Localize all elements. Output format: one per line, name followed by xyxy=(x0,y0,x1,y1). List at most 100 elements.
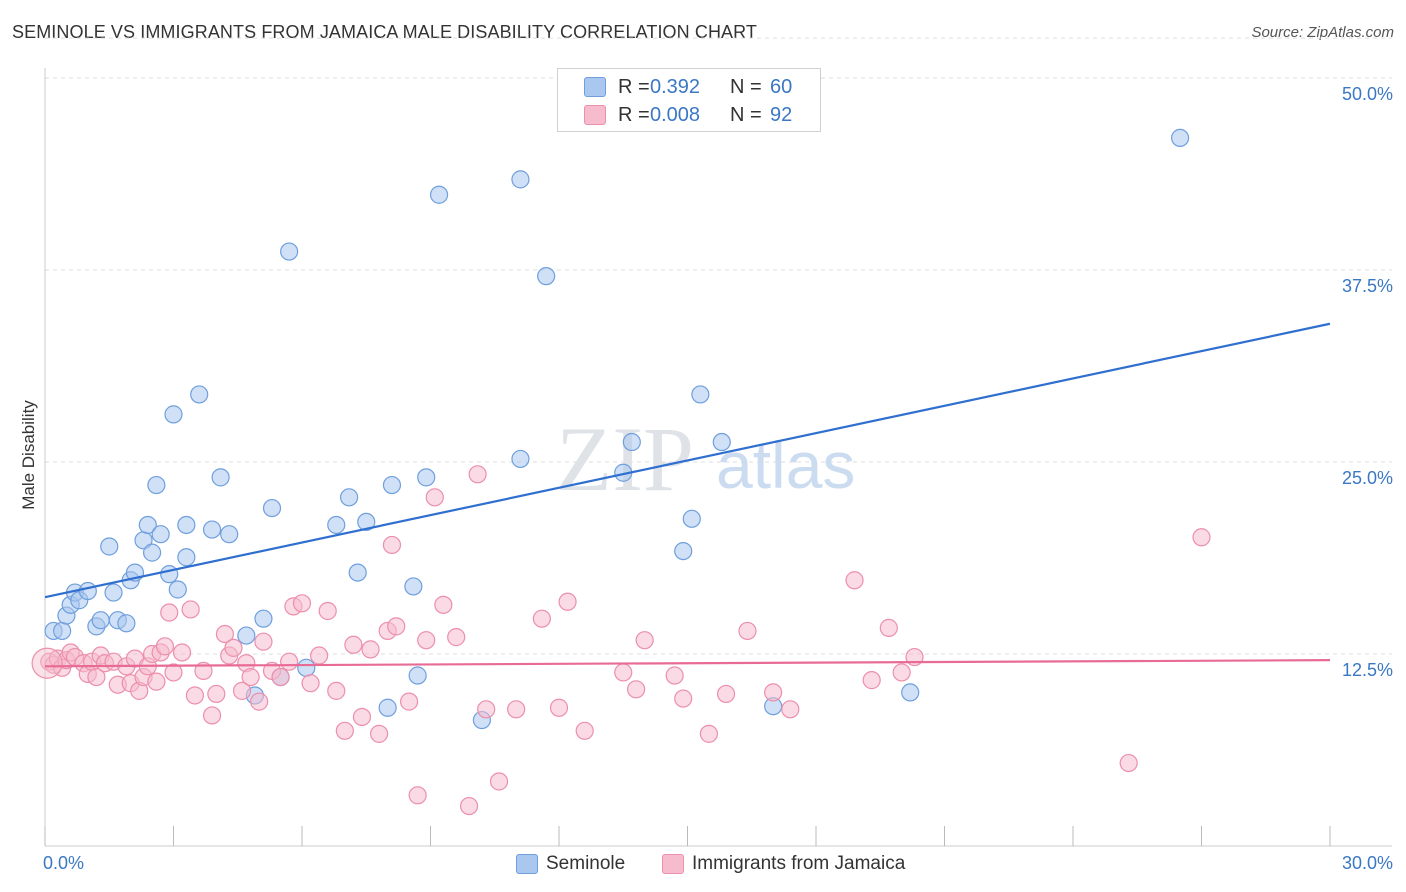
jamaica-point xyxy=(507,700,526,719)
seminole-point xyxy=(327,515,346,535)
legend-n-value: 60 xyxy=(770,76,793,98)
jamaica-point xyxy=(232,681,252,700)
seminole-point xyxy=(177,515,196,535)
seminole-point xyxy=(511,449,530,469)
seminole-point xyxy=(340,488,359,507)
seminole-point xyxy=(682,509,701,528)
seminole-point xyxy=(537,267,556,286)
legend-n-label: N = xyxy=(730,104,762,126)
jamaica-point xyxy=(344,635,363,654)
seminole-point xyxy=(378,698,397,717)
seminole-point xyxy=(211,468,230,487)
jamaica-point xyxy=(164,663,183,682)
jamaica-point xyxy=(614,663,633,682)
jamaica-point xyxy=(468,465,487,484)
seminole-point xyxy=(674,541,693,561)
jamaica-point xyxy=(382,535,402,555)
legend-n-label: N = xyxy=(730,76,762,98)
y-tick-label: 37.5% xyxy=(1342,276,1393,296)
jamaica-point xyxy=(250,692,269,711)
seminole-point xyxy=(511,170,530,189)
jamaica-point xyxy=(292,594,312,613)
jamaica-point xyxy=(549,698,569,717)
seminole-point xyxy=(712,432,731,452)
jamaica-point xyxy=(674,689,693,708)
seminole-point xyxy=(151,525,170,544)
jamaica-point xyxy=(575,721,594,740)
seminole-point xyxy=(237,626,256,645)
jamaica-point xyxy=(202,706,222,725)
legend-label-jamaica: Immigrants from Jamaica xyxy=(692,853,906,874)
source-credit: Source: ZipAtlas.com xyxy=(1251,24,1394,41)
x-tick-label: 30.0% xyxy=(1342,853,1393,873)
x-tick-label: 0.0% xyxy=(43,853,84,873)
seminole-point xyxy=(104,583,123,602)
jamaica-point xyxy=(738,621,757,641)
jamaica-point xyxy=(310,646,329,665)
x-tick-labels: 0.0% 30.0% xyxy=(43,853,1393,873)
jamaica-point xyxy=(665,666,684,685)
seminole-point xyxy=(164,405,183,424)
seminole-point xyxy=(117,614,136,633)
seminole-point xyxy=(138,515,157,535)
y-tick-label: 50.0% xyxy=(1342,84,1393,104)
jamaica-point xyxy=(408,786,427,805)
seminole-point xyxy=(417,468,436,487)
legend-r-label: R = xyxy=(618,76,650,98)
legend-swatch-jamaica xyxy=(584,105,606,125)
seminole-point xyxy=(404,577,423,596)
seminole-point xyxy=(53,621,72,641)
jamaica-point xyxy=(280,652,299,671)
jamaica-point xyxy=(1119,753,1138,773)
jamaica-point xyxy=(892,663,911,682)
seminole-point xyxy=(220,525,239,544)
jamaica-point xyxy=(271,667,290,687)
jamaica-trend-line xyxy=(44,659,1331,668)
chart-title: SEMINOLE VS IMMIGRANTS FROM JAMAICA MALE… xyxy=(12,22,758,42)
jamaica-point xyxy=(417,631,436,650)
jamaica-point xyxy=(160,603,179,622)
jamaica-point xyxy=(155,637,175,656)
seminole-point xyxy=(382,475,402,495)
watermark-zip: ZIP xyxy=(556,408,694,510)
jamaica-point xyxy=(845,571,864,590)
seminole-point xyxy=(147,475,166,495)
legend-r-value: 0.008 xyxy=(650,104,701,126)
legend-swatch-seminole xyxy=(516,854,538,874)
jamaica-point xyxy=(301,674,320,693)
seminole-point xyxy=(190,385,209,404)
seminole-point xyxy=(901,683,920,702)
seminole-point xyxy=(254,609,273,628)
jamaica-point xyxy=(172,643,192,662)
data-points xyxy=(31,128,1211,816)
jamaica-point xyxy=(716,684,736,704)
jamaica-point xyxy=(781,700,800,719)
jamaica-point xyxy=(699,724,719,743)
legend-row-jamaica: R = 0.008 N = 92 xyxy=(558,102,820,130)
legend-row-seminole: R = 0.392 N = 60 xyxy=(558,74,820,102)
seminole-point xyxy=(78,581,97,601)
jamaica-point xyxy=(626,680,646,699)
seminole-point xyxy=(691,385,710,404)
seminole-point xyxy=(357,512,376,532)
watermark: ZIP atlas xyxy=(556,408,855,510)
jamaica-point xyxy=(185,686,205,705)
y-tick-label: 12.5% xyxy=(1342,660,1393,680)
legend-label-seminole: Seminole xyxy=(546,853,626,874)
jamaica-point xyxy=(532,609,551,628)
jamaica-point xyxy=(181,600,200,619)
jamaica-point xyxy=(447,628,466,647)
legend-n-value: 92 xyxy=(770,104,793,126)
seminole-point xyxy=(262,498,282,518)
jamaica-point xyxy=(489,772,509,791)
jamaica-point xyxy=(477,700,496,719)
seminole-point xyxy=(142,543,162,562)
seminole-point xyxy=(622,432,641,452)
series-legend: Seminole Immigrants from Jamaica xyxy=(0,852,1406,878)
grid-lines xyxy=(45,37,1392,655)
seminole-point xyxy=(160,565,179,584)
y-tick-labels: 12.5% 25.0% 37.5% 50.0% xyxy=(1342,84,1393,680)
trend-lines xyxy=(44,322,1331,668)
seminole-point xyxy=(91,611,110,630)
